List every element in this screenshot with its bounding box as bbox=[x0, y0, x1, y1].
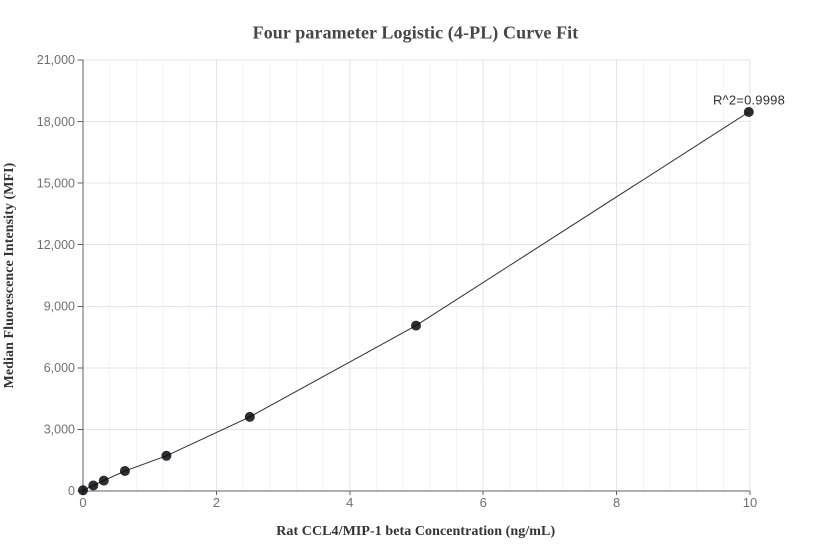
svg-text:6,000: 6,000 bbox=[44, 361, 75, 375]
svg-text:15,000: 15,000 bbox=[37, 176, 75, 190]
svg-text:0: 0 bbox=[68, 484, 75, 498]
svg-text:0: 0 bbox=[79, 495, 86, 510]
svg-text:6: 6 bbox=[480, 495, 487, 510]
svg-text:Median Fluorescence Intensity: Median Fluorescence Intensity (MFI) bbox=[2, 162, 17, 388]
svg-text:Rat CCL4/MIP-1 beta Concentrat: Rat CCL4/MIP-1 beta Concentration (ng/mL… bbox=[276, 524, 555, 539]
svg-text:9,000: 9,000 bbox=[44, 300, 75, 314]
svg-text:Four parameter Logistic (4-PL): Four parameter Logistic (4-PL) Curve Fit bbox=[253, 23, 579, 44]
svg-text:R^2=0.9998: R^2=0.9998 bbox=[713, 93, 785, 108]
svg-text:18,000: 18,000 bbox=[37, 115, 75, 129]
svg-text:3,000: 3,000 bbox=[44, 423, 75, 437]
svg-text:8: 8 bbox=[613, 495, 620, 510]
svg-text:10: 10 bbox=[743, 495, 757, 510]
svg-text:4: 4 bbox=[346, 495, 353, 510]
svg-text:2: 2 bbox=[213, 495, 220, 510]
svg-text:21,000: 21,000 bbox=[37, 53, 75, 67]
svg-text:12,000: 12,000 bbox=[37, 238, 75, 252]
